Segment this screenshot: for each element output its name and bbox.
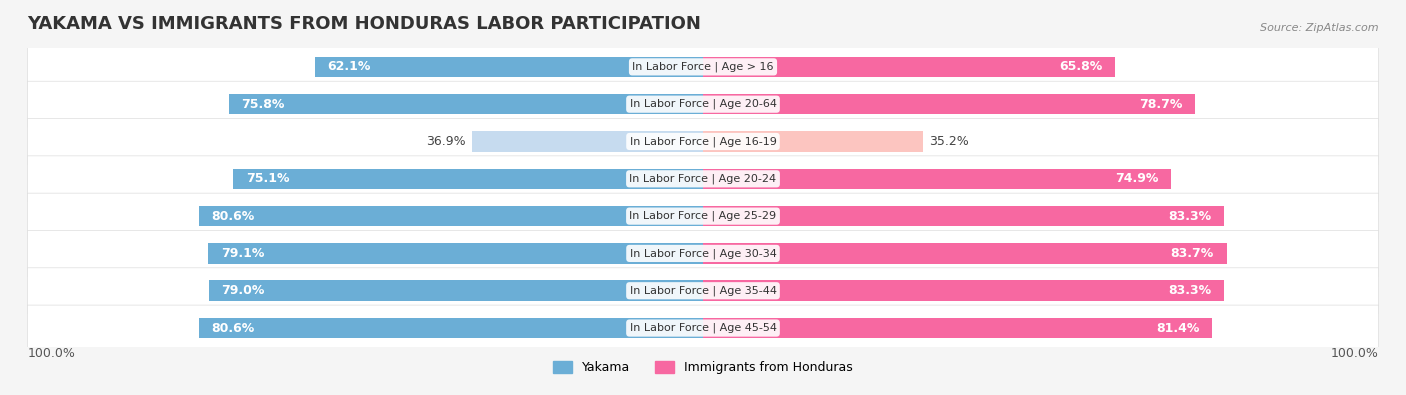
Bar [703, 280, 1225, 301]
FancyBboxPatch shape [28, 268, 1378, 314]
Text: 75.1%: 75.1% [246, 172, 290, 185]
Bar [472, 131, 703, 152]
Legend: Yakama, Immigrants from Honduras: Yakama, Immigrants from Honduras [548, 356, 858, 379]
FancyBboxPatch shape [28, 44, 1378, 90]
Bar [209, 280, 703, 301]
Text: 36.9%: 36.9% [426, 135, 465, 148]
FancyBboxPatch shape [28, 81, 1378, 127]
Text: 81.4%: 81.4% [1156, 322, 1199, 335]
Text: 80.6%: 80.6% [211, 322, 254, 335]
FancyBboxPatch shape [28, 193, 1378, 239]
Text: 100.0%: 100.0% [28, 347, 76, 360]
FancyBboxPatch shape [28, 305, 1378, 351]
Text: 100.0%: 100.0% [1330, 347, 1378, 360]
Bar [233, 169, 703, 189]
Text: 83.3%: 83.3% [1168, 210, 1212, 223]
Text: 78.7%: 78.7% [1139, 98, 1182, 111]
Text: 65.8%: 65.8% [1059, 60, 1102, 73]
Text: YAKAMA VS IMMIGRANTS FROM HONDURAS LABOR PARTICIPATION: YAKAMA VS IMMIGRANTS FROM HONDURAS LABOR… [28, 15, 702, 33]
Bar [703, 318, 1212, 338]
Text: In Labor Force | Age 30-34: In Labor Force | Age 30-34 [630, 248, 776, 259]
Bar [315, 56, 703, 77]
Bar [703, 94, 1195, 115]
Text: 35.2%: 35.2% [929, 135, 969, 148]
Bar [703, 206, 1225, 226]
Bar [703, 56, 1115, 77]
Bar [703, 169, 1171, 189]
Text: In Labor Force | Age 35-44: In Labor Force | Age 35-44 [630, 286, 776, 296]
Text: 83.3%: 83.3% [1168, 284, 1212, 297]
Text: In Labor Force | Age 45-54: In Labor Force | Age 45-54 [630, 323, 776, 333]
Text: 79.0%: 79.0% [221, 284, 264, 297]
FancyBboxPatch shape [28, 156, 1378, 202]
Bar [229, 94, 703, 115]
Bar [703, 131, 924, 152]
Text: Source: ZipAtlas.com: Source: ZipAtlas.com [1260, 23, 1378, 33]
Text: 80.6%: 80.6% [211, 210, 254, 223]
Bar [198, 318, 703, 338]
Text: 75.8%: 75.8% [242, 98, 285, 111]
Text: 62.1%: 62.1% [328, 60, 370, 73]
Text: 83.7%: 83.7% [1171, 247, 1213, 260]
Text: 74.9%: 74.9% [1115, 172, 1159, 185]
Text: In Labor Force | Age > 16: In Labor Force | Age > 16 [633, 62, 773, 72]
FancyBboxPatch shape [28, 230, 1378, 276]
Text: 79.1%: 79.1% [221, 247, 264, 260]
Bar [208, 243, 703, 264]
Text: In Labor Force | Age 16-19: In Labor Force | Age 16-19 [630, 136, 776, 147]
Text: In Labor Force | Age 20-24: In Labor Force | Age 20-24 [630, 173, 776, 184]
Bar [703, 243, 1226, 264]
Bar [198, 206, 703, 226]
Text: In Labor Force | Age 20-64: In Labor Force | Age 20-64 [630, 99, 776, 109]
FancyBboxPatch shape [28, 118, 1378, 164]
Text: In Labor Force | Age 25-29: In Labor Force | Age 25-29 [630, 211, 776, 221]
